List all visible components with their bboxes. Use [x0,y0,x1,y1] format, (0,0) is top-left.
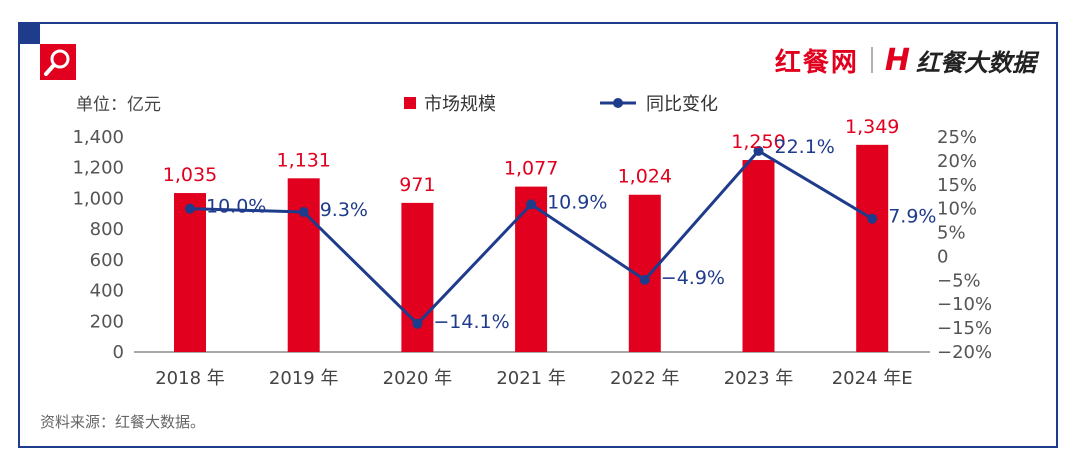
bar [401,202,434,352]
y-left-tick-label: 200 [90,311,124,332]
bar-value-label: 1,024 [618,166,672,188]
brand-separator [870,47,873,73]
bar [174,193,206,352]
bar-value-label: 1,131 [276,149,330,171]
y-left-tick-label: 800 [90,219,124,240]
line-value-label: 22.1% [775,136,835,158]
y-right-tick-label: −5% [937,270,981,291]
y-left-tick-label: 600 [90,250,124,271]
y-right-tick-label: 0 [937,246,948,267]
y-left-tick-label: 1,000 [72,188,124,209]
brand-header: 红餐网 H 红餐大数据 [775,40,1036,80]
y-right-tick-label: −20% [937,342,992,363]
bar-value-label: 1,077 [504,158,558,180]
legend-line-swatch [600,98,636,108]
bar-value-label: 1,250 [731,131,785,153]
bar-series [174,144,889,352]
source-note: 资料来源：红餐大数据。 [40,413,206,431]
line-value-label: −4.9% [661,267,725,289]
line-point [185,203,195,214]
unit-label: 单位：亿元 [76,95,161,115]
x-tick-label: 2024 年E [832,368,913,389]
search-badge [40,44,76,80]
bar [742,160,775,352]
line-value-label: 7.9% [888,206,936,228]
x-tick-label: 2021 年 [496,368,566,389]
x-tick-label: 2019 年 [269,368,339,389]
y-left-tick-label: 0 [113,342,124,363]
line-series [185,145,878,329]
y-right-tick-label: 10% [937,199,977,220]
line-value-label: −14.1% [433,311,509,333]
y-left-tick-label: 1,400 [72,127,124,148]
x-tick-label: 2018 年 [155,368,225,389]
line-point [753,145,764,156]
y-right-tick-label: 5% [937,223,966,244]
y-right-tick-label: 20% [937,151,977,172]
search-icon [44,49,70,76]
brand-name: 红餐网 [774,47,859,78]
line-point [412,318,423,329]
y-left-tick-label: 400 [90,281,124,302]
x-tick-label: 2023 年 [724,368,794,389]
y-right-tick-label: 15% [937,175,977,196]
brand-subtitle: 红餐大数据 [916,48,1036,77]
bar [856,144,889,352]
y-right-tick-label: −10% [937,294,992,315]
line-point [639,274,650,285]
bar-value-label: 1,035 [163,164,217,186]
legend-bar-label: 市场规模 [424,94,496,115]
line-point [526,199,537,210]
x-tick-label: 2022 年 [610,368,680,389]
y-right-tick-label: −15% [937,318,992,339]
legend-line-label: 同比变化 [646,94,718,115]
legend-market-size: 市场规模 [404,90,496,116]
bar-value-label: 971 [399,174,435,196]
line-value-label: 9.3% [320,199,368,221]
bar-value-label: 1,349 [845,116,899,138]
frame-corner-accent [18,22,40,44]
y-right-tick-label: 25% [937,127,977,148]
brand-logo-mark: H [884,42,910,78]
line-value-label: 10.9% [547,191,607,213]
legend-yoy-change: 同比变化 [598,90,718,116]
legend-bar-swatch [404,97,416,109]
x-tick-label: 2020 年 [383,368,453,389]
line-value-label: 10.0% [206,196,266,218]
bar [287,178,320,352]
line-point [298,207,309,218]
y-left-tick-label: 1,200 [72,158,124,179]
data-labels: 1,035 1,131 971 1,077 1,024 1,250 1,349 10.0% 9.… [163,116,937,333]
line-point [867,213,878,224]
